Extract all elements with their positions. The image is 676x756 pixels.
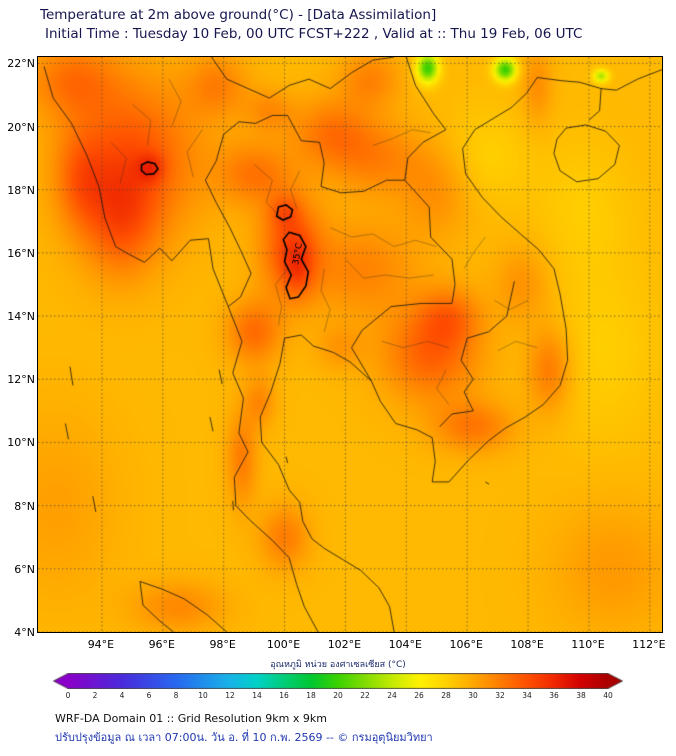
colorbar-tick: 32 — [495, 691, 505, 700]
colorbar-tick: 8 — [173, 691, 179, 700]
x-axis-tick: 106°E — [449, 638, 483, 651]
colorbar-tick: 22 — [360, 691, 370, 700]
x-axis-tick: 112°E — [632, 638, 666, 651]
colorbar-tick: 34 — [522, 691, 532, 700]
colorbar-tick: 4 — [119, 691, 125, 700]
colorbar-tick: 12 — [225, 691, 235, 700]
colorbar-tick: 26 — [414, 691, 424, 700]
footer-update-info: ปรับปรุงข้อมูล ณ เวลา 07:00น. วัน อ. ที่… — [55, 731, 433, 744]
y-axis-tick: 22°N — [7, 57, 35, 71]
page-title: Temperature at 2m above ground(°C) - [Da… — [40, 7, 437, 23]
colorbar-tick: 14 — [252, 691, 262, 700]
x-axis-tick: 96°E — [148, 638, 176, 651]
y-axis-tick: 6°N — [14, 562, 35, 576]
colorbar-tick: 20 — [333, 691, 343, 700]
x-axis-tick: 102°E — [327, 638, 362, 651]
x-axis-tick: 100°E — [266, 638, 301, 651]
colorbar-tick: 40 — [603, 691, 613, 700]
colorbar-tick: 0 — [65, 691, 71, 700]
y-axis-tick: 16°N — [7, 246, 35, 260]
colorbar-tick: 2 — [92, 691, 98, 700]
colorbar-tick: 18 — [306, 691, 316, 700]
colorbar-tick: 36 — [549, 691, 559, 700]
colorbar-label: อุณหภูมิ หน่วย องศาเซลเซียส (°C) — [270, 660, 406, 670]
y-axis-tick: 20°N — [7, 120, 35, 134]
colorbar-tick: 30 — [468, 691, 478, 700]
y-axis-tick: 8°N — [14, 499, 35, 513]
y-axis-tick: 12°N — [7, 373, 35, 387]
x-axis-tick: 104°E — [388, 638, 423, 651]
temperature-map-canvas — [38, 57, 662, 632]
y-axis-tick: 18°N — [7, 183, 35, 197]
y-axis-tick: 4°N — [14, 626, 35, 639]
footer-domain-info: WRF-DA Domain 01 :: Grid Resolution 9km … — [55, 712, 327, 725]
y-axis-tick: 10°N — [7, 436, 35, 450]
page-subtitle: Initial Time : Tuesday 10 Feb, 00 UTC FC… — [45, 26, 583, 42]
y-axis-tick: 14°N — [7, 310, 35, 324]
x-axis-tick: 108°E — [510, 638, 544, 651]
colorbar-tick: 6 — [146, 691, 152, 700]
colorbar — [53, 673, 623, 689]
x-axis-tick: 110°E — [571, 638, 605, 651]
colorbar-tick: 24 — [387, 691, 397, 700]
x-axis-tick: 98°E — [209, 638, 236, 651]
colorbar-tick: 38 — [576, 691, 586, 700]
colorbar-tick: 16 — [279, 691, 289, 700]
map-plot-area: 35°C — [37, 56, 663, 633]
x-axis-tick: 94°E — [87, 638, 115, 651]
colorbar-tick: 28 — [441, 691, 451, 700]
colorbar-tick: 10 — [198, 691, 208, 700]
